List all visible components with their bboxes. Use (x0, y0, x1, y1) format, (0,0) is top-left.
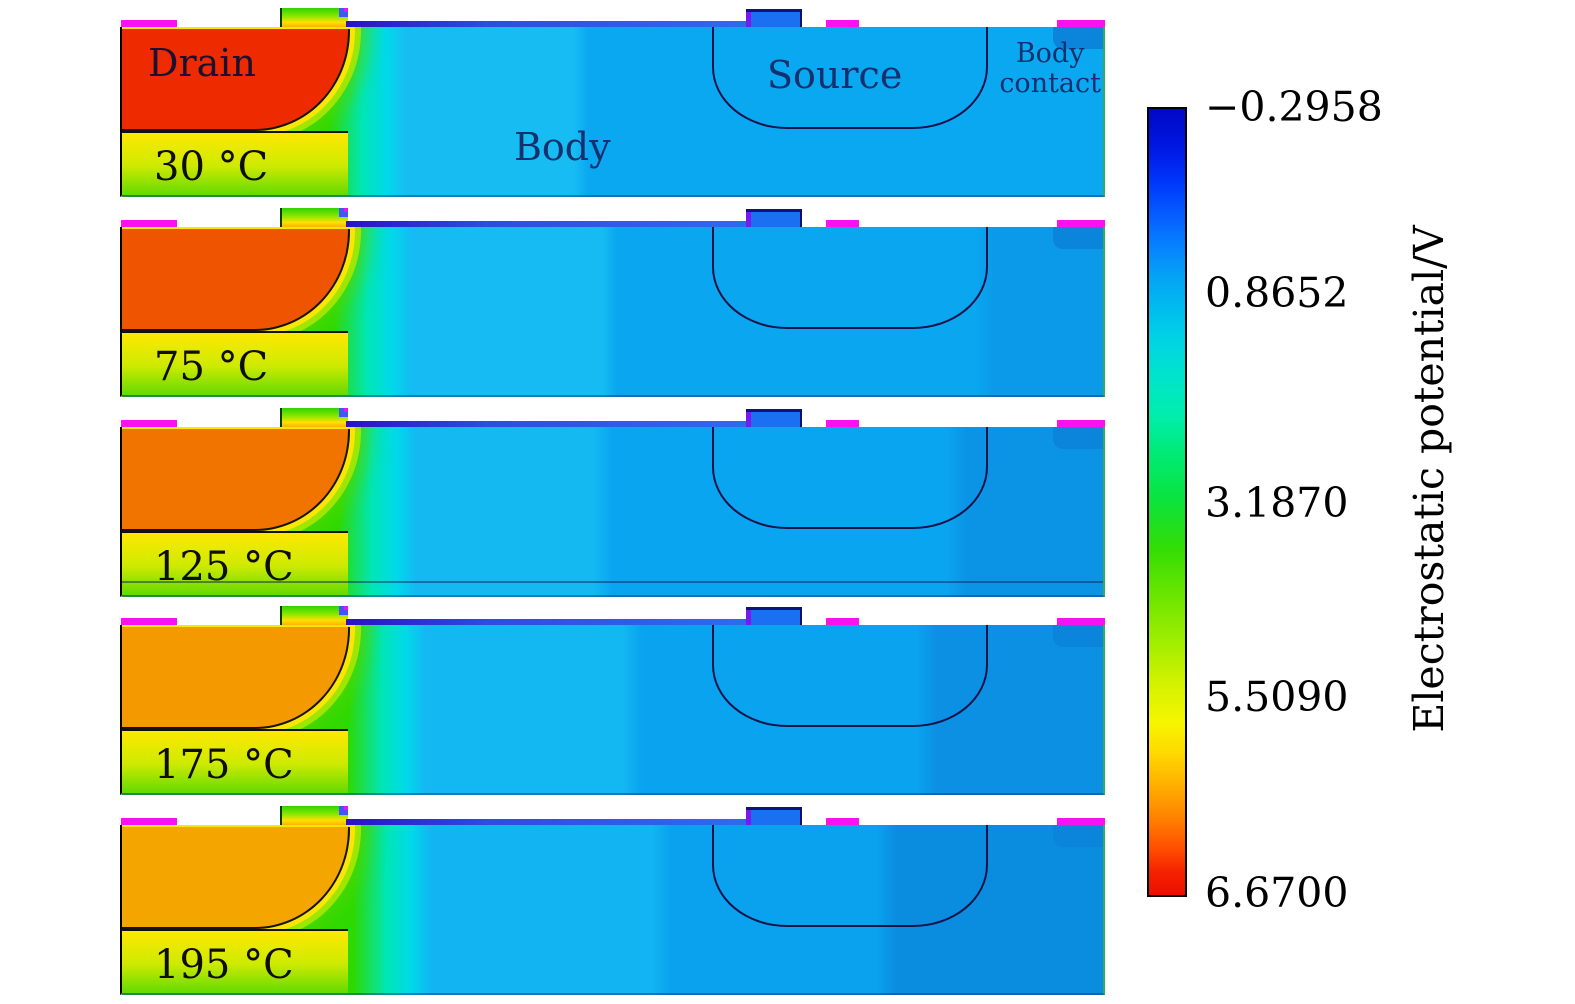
potential-map: 75 °C (120, 227, 1105, 397)
colorbar-tick-4: 6.6700 (1205, 869, 1349, 917)
colorbar-tick-1: 0.8652 (1205, 269, 1349, 317)
gate-electrode (280, 606, 348, 625)
drain-contact-electrode (121, 220, 177, 227)
gate-edge-region (339, 8, 348, 17)
body-contact-label-line2: contact (999, 68, 1101, 99)
temperature-label: 30 °C (154, 144, 269, 190)
colorbar-axis-title: Electrostatic potential/V (1405, 225, 1453, 733)
colorbar (1147, 107, 1187, 897)
field-plate (346, 21, 748, 27)
panel-195c: 195 °C (120, 805, 1105, 995)
field-plate-step-edge (746, 412, 751, 427)
colorbar-tick-2: 3.1870 (1205, 479, 1349, 527)
body-contact-label: Body contact (999, 39, 1101, 99)
potential-map: Drain Body Source Body contact 30 °C (120, 27, 1105, 197)
gate-edge-region (339, 806, 348, 815)
gate-electrode (280, 408, 348, 427)
temperature-label: 125 °C (154, 544, 294, 590)
body-label: Body (514, 125, 611, 169)
panel-175c: 175 °C (120, 605, 1105, 795)
drain-region (122, 827, 350, 929)
field-plate-step-edge (746, 12, 751, 27)
field-plate (346, 421, 748, 427)
substrate-boundary-line (122, 581, 1103, 583)
drain-contact-electrode (121, 618, 177, 625)
body-contact-label-line1: Body (1015, 38, 1085, 69)
surface-electrodes (120, 605, 1105, 625)
gate-edge-region (339, 606, 348, 615)
body-contact-electrode (1057, 818, 1105, 825)
surface-electrodes (120, 207, 1105, 227)
body-contact-electrode (1057, 20, 1105, 27)
potential-map: 175 °C (120, 625, 1105, 795)
field-plate (346, 819, 748, 825)
source-contact-electrode (826, 220, 859, 227)
panel-75c: 75 °C (120, 207, 1105, 397)
source-contact-electrode (826, 618, 859, 625)
drain-region (122, 229, 350, 331)
temperature-label: 75 °C (154, 344, 269, 390)
source-well-outline (712, 427, 988, 529)
body-contact-electrode (1057, 420, 1105, 427)
gate-electrode (280, 8, 348, 27)
body-contact-region (1053, 227, 1103, 249)
body-contact-electrode (1057, 220, 1105, 227)
source-well-outline (712, 227, 988, 329)
panel-125c: 125 °C (120, 407, 1105, 597)
gate-edge-region (339, 408, 348, 417)
field-plate-step-edge (746, 212, 751, 227)
field-plate-step (746, 409, 802, 427)
source-label: Source (767, 53, 903, 97)
gate-contact-dot (344, 8, 348, 12)
body-contact-region (1053, 825, 1103, 847)
field-plate-step-edge (746, 810, 751, 825)
potential-map: 195 °C (120, 825, 1105, 995)
temperature-label: 195 °C (154, 942, 294, 988)
body-contact-electrode (1057, 618, 1105, 625)
drain-region (122, 429, 350, 531)
field-plate (346, 221, 748, 227)
source-contact-electrode (826, 420, 859, 427)
surface-electrodes (120, 7, 1105, 27)
temperature-label: 175 °C (154, 742, 294, 788)
gate-electrode (280, 208, 348, 227)
field-plate-step (746, 807, 802, 825)
source-contact-electrode (826, 20, 859, 27)
sub-drain-region (122, 531, 348, 595)
colorbar-tick-0: −0.2958 (1205, 83, 1383, 131)
gate-contact-dot (344, 208, 348, 212)
surface-electrodes (120, 805, 1105, 825)
sub-drain-region (122, 331, 348, 395)
body-contact-region (1053, 427, 1103, 449)
gate-contact-dot (344, 606, 348, 610)
source-contact-electrode (826, 818, 859, 825)
drain-contact-electrode (121, 20, 177, 27)
drain-contact-electrode (121, 420, 177, 427)
gate-edge-region (339, 208, 348, 217)
surface-electrodes (120, 407, 1105, 427)
sub-drain-region (122, 929, 348, 993)
source-well-outline (712, 625, 988, 727)
drain-label: Drain (148, 41, 256, 85)
body-contact-region (1053, 27, 1103, 49)
drain-region (122, 627, 350, 729)
field-plate-step (746, 9, 802, 27)
sub-drain-region (122, 131, 348, 195)
field-plate-step (746, 607, 802, 625)
sub-drain-region (122, 729, 348, 793)
potential-map: 125 °C (120, 427, 1105, 597)
field-plate (346, 619, 748, 625)
body-contact-region (1053, 625, 1103, 647)
gate-contact-dot (344, 806, 348, 810)
gate-contact-dot (344, 408, 348, 412)
gate-electrode (280, 806, 348, 825)
drain-contact-electrode (121, 818, 177, 825)
panel-30c: Drain Body Source Body contact 30 °C (120, 7, 1105, 197)
source-well-outline (712, 825, 988, 927)
field-plate-step (746, 209, 802, 227)
colorbar-tick-3: 5.5090 (1205, 673, 1349, 721)
field-plate-step-edge (746, 610, 751, 625)
